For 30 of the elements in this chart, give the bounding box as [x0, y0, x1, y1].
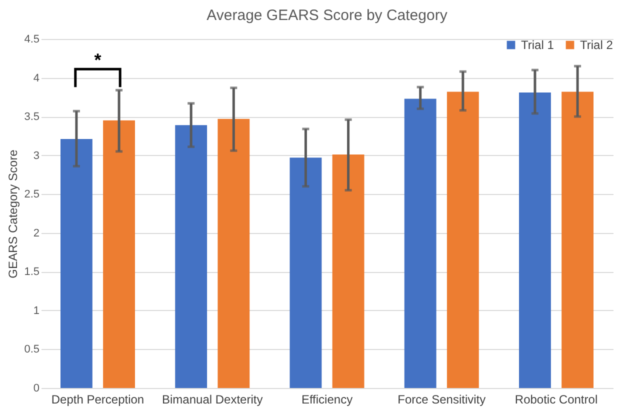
bar — [404, 98, 436, 388]
y-axis-title: GEARS Category Score — [6, 149, 20, 278]
x-tick-label: Bimanual Dexterity — [162, 392, 263, 406]
x-tick-label: Efficiency — [301, 392, 353, 406]
y-tick-label: 2.5 — [24, 188, 40, 201]
y-tick-label: 3.5 — [24, 111, 40, 124]
bar — [446, 92, 479, 388]
bar — [103, 120, 135, 388]
y-tick-label: 1 — [33, 304, 40, 317]
y-tick-label: 1.5 — [24, 266, 40, 278]
bar — [519, 92, 551, 388]
x-tick-label: Force Sensitivity — [398, 392, 486, 406]
y-tick-label: 0 — [33, 382, 40, 394]
bar — [60, 139, 92, 388]
bar — [332, 154, 364, 388]
legend-label: Trial 1 — [521, 38, 554, 52]
bar — [290, 158, 322, 388]
y-tick-label: 3 — [33, 150, 40, 162]
y-tick-label: 2 — [33, 227, 40, 240]
x-tick-label: Depth Perception — [51, 392, 144, 406]
legend-label: Trial 2 — [580, 38, 614, 52]
annotation: * — [94, 50, 102, 70]
y-tick-label: 4 — [33, 72, 40, 84]
y-tick-label: 0.5 — [24, 344, 40, 356]
chart-title: Average GEARS Score by Category — [206, 7, 448, 24]
bar — [562, 92, 594, 388]
bar — [175, 125, 208, 388]
x-tick-label: Robotic Control — [514, 392, 598, 406]
bar — [218, 118, 250, 388]
y-tick-label: 4.5 — [24, 34, 40, 46]
